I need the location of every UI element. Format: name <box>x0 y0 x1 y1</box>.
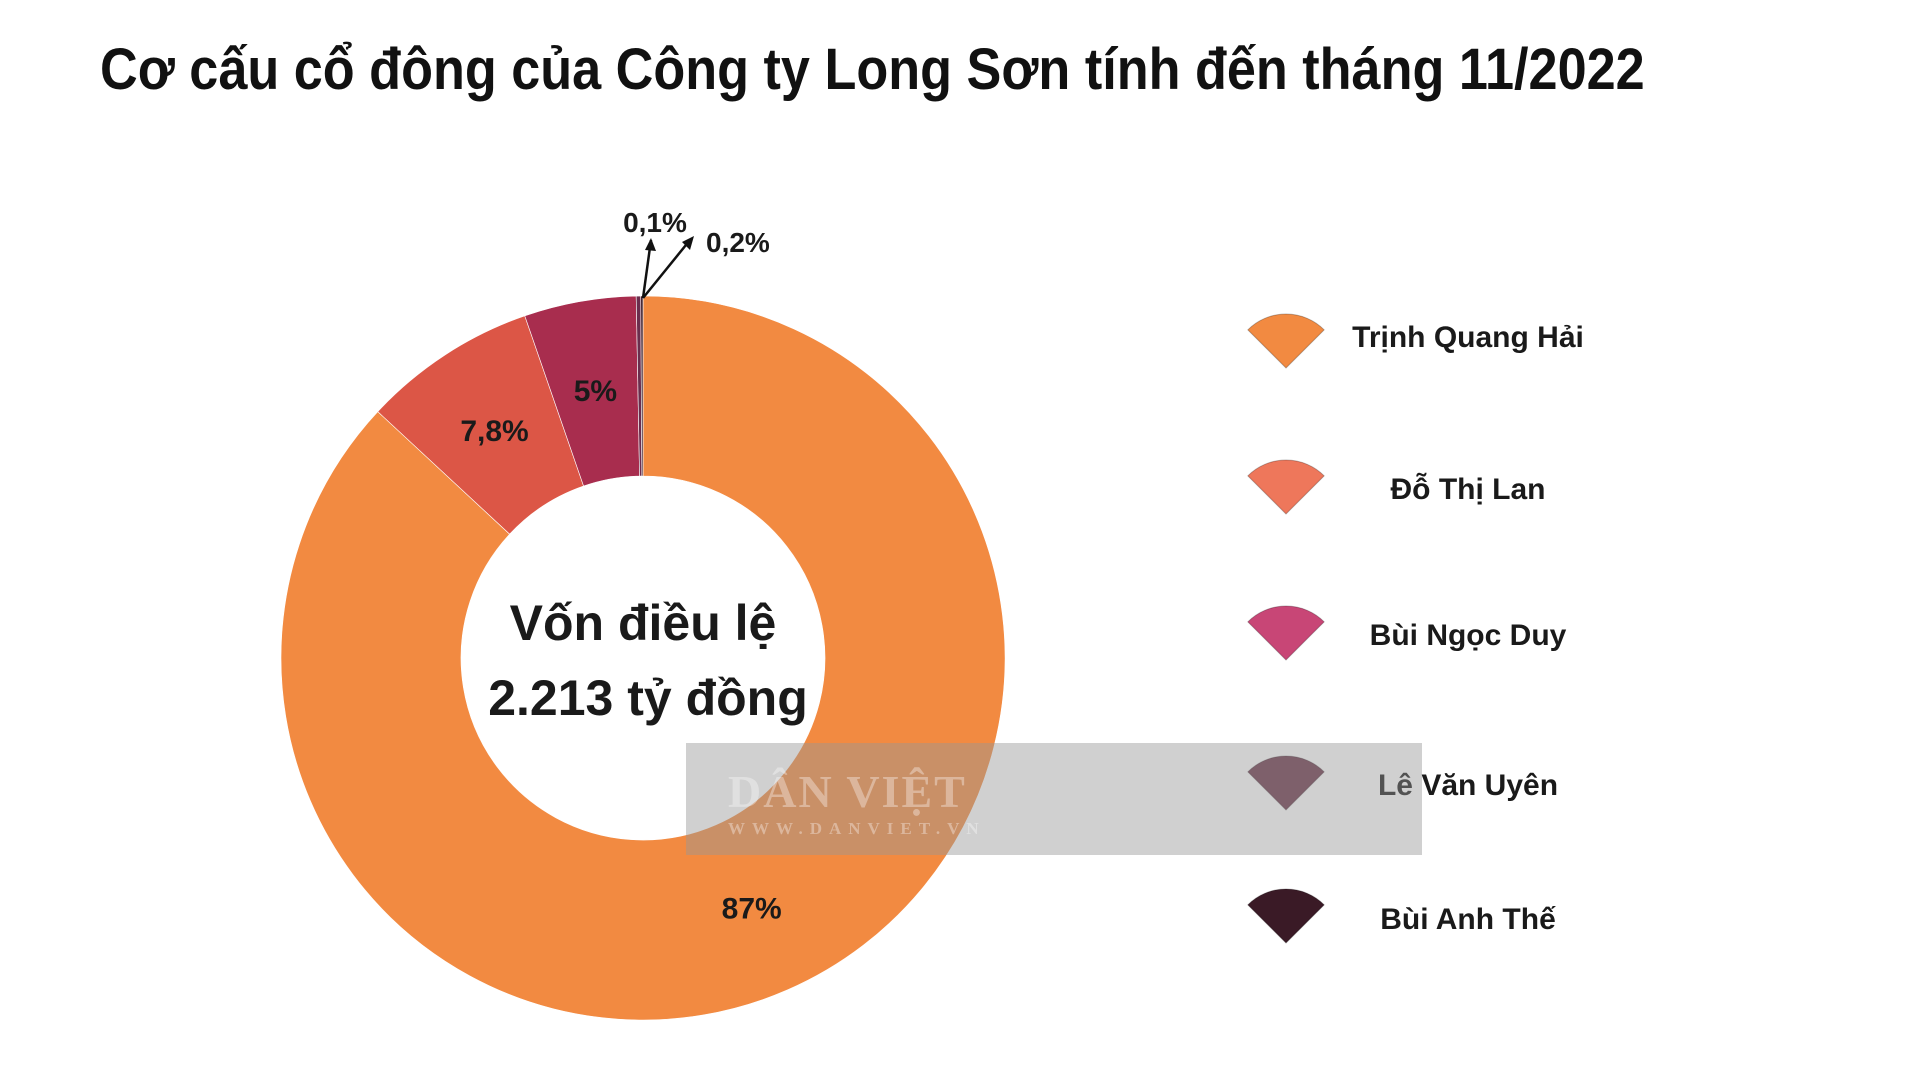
legend-swatch-1 <box>1247 459 1325 515</box>
callout-arrow-0-2 <box>682 236 694 250</box>
legend-swatch-0 <box>1247 313 1325 369</box>
data-label-2: 5% <box>574 375 617 408</box>
slice-4 <box>640 295 644 477</box>
center-label-line1: Vốn điều lệ <box>510 595 777 651</box>
legend-swatch-4 <box>1247 888 1325 944</box>
legend-label-3: Lê Văn Uyên <box>1378 769 1558 802</box>
watermark: DÂN VIỆT WWW.DANVIET.VN <box>686 743 1422 855</box>
data-label-0: 87% <box>722 892 782 925</box>
data-label-4: 0,1% <box>623 207 687 238</box>
data-label-3: 0,2% <box>706 227 770 258</box>
legend-label-1: Đỗ Thị Lan <box>1391 472 1546 506</box>
callout-arrow-0-1 <box>645 238 656 251</box>
center-label-line2: 2.213 tỷ đồng <box>488 670 808 726</box>
slice-0 <box>280 295 1006 1021</box>
chart-title: Cơ cấu cổ đông của Công ty Long Sơn tính… <box>100 37 1645 102</box>
legend-swatch-2 <box>1247 605 1325 661</box>
legend-label-2: Bùi Ngọc Duy <box>1370 619 1567 652</box>
legend-swatch-3 <box>1247 755 1325 811</box>
data-label-1: 7,8% <box>460 415 528 448</box>
legend-label-0: Trịnh Quang Hải <box>1352 321 1584 354</box>
callout-line-0-2 <box>642 239 691 299</box>
legend-label-4: Bùi Anh Thế <box>1380 903 1556 936</box>
watermark-url: WWW.DANVIET.VN <box>728 819 986 838</box>
watermark-logo-text: DÂN VIỆT <box>728 766 967 817</box>
